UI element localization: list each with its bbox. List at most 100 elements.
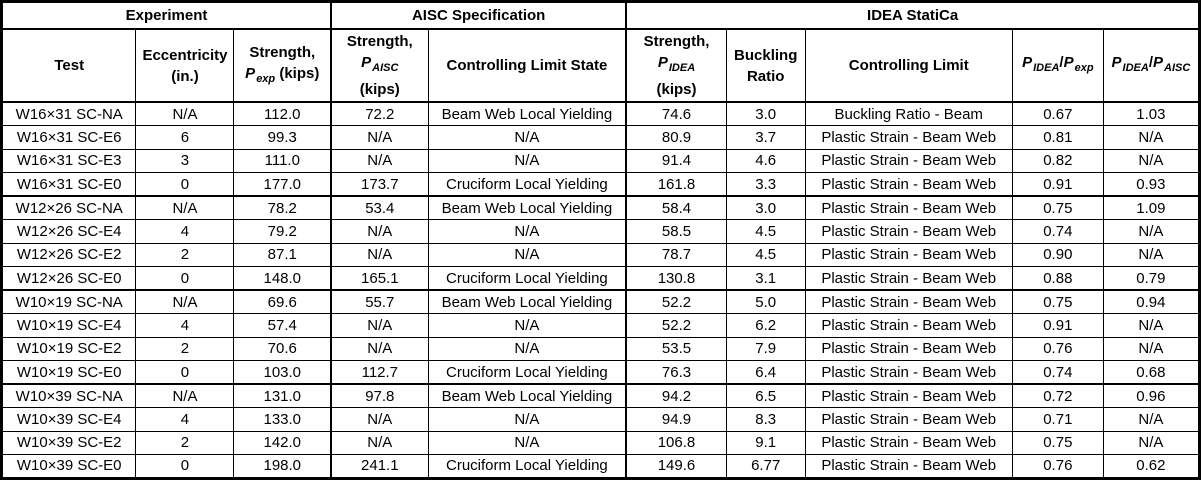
cell-strength-p-exp: 111.0 bbox=[233, 148, 332, 173]
cell-p-idea-over-p-aisc: 0.68 bbox=[1102, 360, 1201, 385]
cell-controlling-limit-state: N/A bbox=[427, 336, 627, 361]
header-text: Strength, bbox=[643, 33, 710, 50]
cell-p-idea-over-p-aisc: N/A bbox=[1102, 125, 1201, 150]
table-row: W16×31 SC-E0 0 177.0 173.7 Cruciform Local Y… bbox=[0, 172, 1201, 197]
cell-strength-p-aisc: 112.7 bbox=[330, 360, 429, 385]
header-text: Strength, bbox=[249, 43, 316, 61]
cell-p-idea-over-p-aisc: 1.03 bbox=[1102, 101, 1201, 126]
cell-controlling-limit-state: N/A bbox=[427, 313, 627, 338]
cell-controlling-limit: Plastic Strain - Beam Web bbox=[804, 336, 1013, 361]
group-header-idea-statica: IDEA StatiCa bbox=[625, 1, 1201, 30]
cell-p-idea-over-p-aisc: 0.62 bbox=[1102, 454, 1201, 479]
cell-p-idea-over-p-exp: 0.75 bbox=[1011, 289, 1104, 314]
cell-controlling-limit-state: N/A bbox=[427, 407, 627, 432]
cell-strength-p-idea: 74.6 bbox=[625, 101, 727, 126]
table-row: W10×39 SC-E0 0 198.0 241.1 Cruciform Local Y… bbox=[0, 454, 1201, 479]
cell-strength-p-idea: 52.2 bbox=[625, 313, 727, 338]
cell-p-idea-over-p-aisc: 0.94 bbox=[1102, 289, 1201, 314]
header-strength-p-idea: Strength, PIDEA (kips) bbox=[625, 28, 727, 103]
cell-controlling-limit: Plastic Strain - Beam Web bbox=[804, 407, 1013, 432]
cell-buckling-ratio: 6.4 bbox=[725, 360, 806, 385]
header-subscript: exp bbox=[256, 72, 276, 85]
cell-controlling-limit-state: Cruciform Local Yielding bbox=[427, 360, 627, 385]
cell-strength-p-aisc: N/A bbox=[330, 242, 429, 267]
cell-controlling-limit: Plastic Strain - Beam Web bbox=[804, 219, 1013, 244]
cell-controlling-limit: Buckling Ratio - Beam bbox=[804, 101, 1013, 126]
cell-p-idea-over-p-aisc: 0.79 bbox=[1102, 266, 1201, 291]
cell-p-idea-over-p-exp: 0.90 bbox=[1011, 242, 1104, 267]
header-subscript: AISC bbox=[1164, 62, 1191, 74]
cell-controlling-limit: Plastic Strain - Beam Web bbox=[804, 430, 1013, 455]
cell-p-idea-over-p-exp: 0.71 bbox=[1011, 407, 1104, 432]
table-head: Experiment AISC Specification IDEA StatiCa… bbox=[0, 1, 1201, 103]
cell-buckling-ratio: 3.0 bbox=[725, 195, 806, 220]
cell-buckling-ratio: 3.3 bbox=[725, 172, 806, 197]
cell-eccentricity: 3 bbox=[135, 148, 235, 173]
cell-p-idea-over-p-exp: 0.67 bbox=[1011, 101, 1104, 126]
cell-buckling-ratio: 3.1 bbox=[725, 266, 806, 291]
cell-strength-p-exp: 78.2 bbox=[233, 195, 332, 220]
table-row: W10×19 SC-E2 2 70.6 N/A N/A 53.5 7.9 Plastic St… bbox=[0, 336, 1201, 361]
header-text: P bbox=[657, 54, 668, 71]
cell-eccentricity: 2 bbox=[135, 430, 235, 455]
cell-p-idea-over-p-exp: 0.88 bbox=[1011, 266, 1104, 291]
cell-strength-p-aisc: N/A bbox=[330, 407, 429, 432]
cell-strength-p-aisc: 55.7 bbox=[330, 289, 429, 314]
cell-strength-p-exp: 70.6 bbox=[233, 336, 332, 361]
cell-controlling-limit-state: Beam Web Local Yielding bbox=[427, 383, 627, 408]
cell-strength-p-aisc: 72.2 bbox=[330, 101, 429, 126]
cell-p-idea-over-p-aisc: N/A bbox=[1102, 219, 1201, 244]
column-header-row: Test Eccentricity (in.) Strength, Pexp (kips… bbox=[0, 28, 1201, 103]
cell-buckling-ratio: 3.0 bbox=[725, 101, 806, 126]
header-strength-p-exp: Strength, Pexp (kips) bbox=[233, 28, 332, 103]
table-row: W10×19 SC-NA N/A 69.6 55.7 Beam Web Local Yi… bbox=[0, 289, 1201, 314]
cell-strength-p-aisc: 241.1 bbox=[330, 454, 429, 479]
header-buckling-ratio: Buckling Ratio bbox=[725, 28, 806, 103]
cell-p-idea-over-p-exp: 0.91 bbox=[1011, 172, 1104, 197]
table-row: W16×31 SC-E3 3 111.0 N/A N/A 91.4 4.6 Plastic S… bbox=[0, 148, 1201, 173]
cell-strength-p-idea: 161.8 bbox=[625, 172, 727, 197]
cell-controlling-limit-state: N/A bbox=[427, 242, 627, 267]
cell-p-idea-over-p-exp: 0.82 bbox=[1011, 148, 1104, 173]
cell-eccentricity: 6 bbox=[135, 125, 235, 150]
header-subscript: exp bbox=[1074, 62, 1094, 74]
cell-test: W12×26 SC-E4 bbox=[0, 219, 137, 244]
cell-test: W16×31 SC-E0 bbox=[0, 172, 137, 197]
cell-strength-p-aisc: N/A bbox=[330, 125, 429, 150]
table-body: W16×31 SC-NA N/A 112.0 72.2 Beam Web Local Y… bbox=[0, 101, 1201, 479]
cell-controlling-limit: Plastic Strain - Beam Web bbox=[804, 313, 1013, 338]
cell-controlling-limit-state: N/A bbox=[427, 219, 627, 244]
cell-test: W10×19 SC-NA bbox=[0, 289, 137, 314]
cell-controlling-limit: Plastic Strain - Beam Web bbox=[804, 454, 1013, 479]
table-row: W16×31 SC-NA N/A 112.0 72.2 Beam Web Local Y… bbox=[0, 101, 1201, 126]
cell-test: W10×39 SC-E2 bbox=[0, 430, 137, 455]
cell-test: W12×26 SC-NA bbox=[0, 195, 137, 220]
cell-strength-p-idea: 94.9 bbox=[625, 407, 727, 432]
cell-buckling-ratio: 4.5 bbox=[725, 219, 806, 244]
cell-strength-p-exp: 148.0 bbox=[233, 266, 332, 291]
cell-buckling-ratio: 4.5 bbox=[725, 242, 806, 267]
cell-test: W12×26 SC-E0 bbox=[0, 266, 137, 291]
header-text: Test bbox=[54, 57, 85, 74]
cell-controlling-limit-state: Cruciform Local Yielding bbox=[427, 454, 627, 479]
cell-eccentricity: 0 bbox=[135, 266, 235, 291]
header-subscript: AISC bbox=[372, 62, 399, 74]
table-row: W10×19 SC-E0 0 103.0 112.7 Cruciform Local Y… bbox=[0, 360, 1201, 385]
header-text: / bbox=[1059, 54, 1064, 71]
header-p-idea-over-p-exp: PIDEA/Pexp bbox=[1011, 28, 1104, 103]
cell-buckling-ratio: 5.0 bbox=[725, 289, 806, 314]
table-row: W10×39 SC-E2 2 142.0 N/A N/A 106.8 9.1 Plastic … bbox=[0, 430, 1201, 455]
cell-strength-p-idea: 78.7 bbox=[625, 242, 727, 267]
cell-controlling-limit-state: N/A bbox=[427, 148, 627, 173]
cell-eccentricity: 0 bbox=[135, 172, 235, 197]
cell-controlling-limit-state: N/A bbox=[427, 125, 627, 150]
cell-buckling-ratio: 6.2 bbox=[725, 313, 806, 338]
cell-eccentricity: 4 bbox=[135, 407, 235, 432]
header-text: P bbox=[361, 54, 372, 71]
cell-controlling-limit: Plastic Strain - Beam Web bbox=[804, 172, 1013, 197]
header-text: P bbox=[245, 64, 256, 82]
header-text: P bbox=[1152, 54, 1163, 71]
cell-strength-p-exp: 198.0 bbox=[233, 454, 332, 479]
cell-p-idea-over-p-exp: 0.74 bbox=[1011, 219, 1104, 244]
header-text: P bbox=[1022, 54, 1033, 71]
